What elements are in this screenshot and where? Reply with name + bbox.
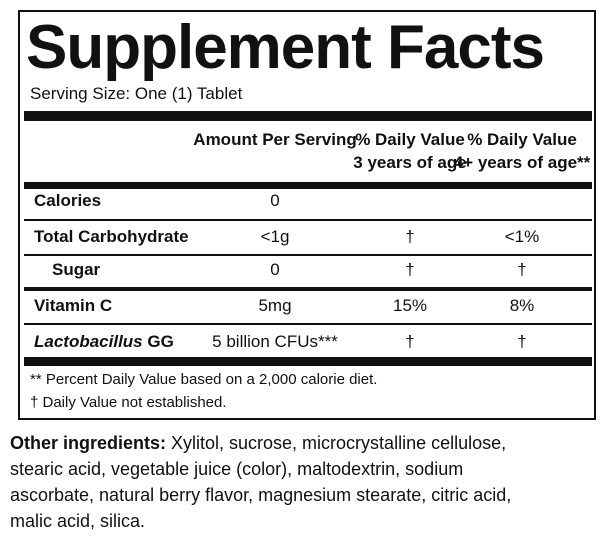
- serving-size: Serving Size: One (1) Tablet: [30, 84, 243, 103]
- row-name-text: Total Carbohydrate: [34, 227, 189, 246]
- ingredients-label: Other ingredients:: [10, 433, 167, 453]
- row-name-italic: Lactobacillus: [34, 332, 143, 351]
- row-value: 0: [270, 191, 280, 210]
- row-name: Sugar: [52, 260, 100, 280]
- row-name: Total Carbohydrate: [34, 227, 189, 247]
- column-header: % Daily Value: [467, 130, 577, 149]
- rule: [24, 323, 592, 325]
- ingredients-text: stearic acid, vegetable juice (color), m…: [10, 459, 464, 479]
- ingredients-text: ascorbate, natural berry flavor, magnesi…: [10, 485, 512, 505]
- row-name-text: GG: [147, 332, 174, 351]
- row-value: †: [405, 260, 415, 279]
- row-name-text: Calories: [34, 191, 102, 210]
- facts-box: [18, 10, 596, 420]
- rule: [24, 287, 592, 291]
- row-name: Lactobacillus GG: [34, 332, 174, 352]
- row-name: Calories: [34, 191, 101, 211]
- column-header: 4+ years of age**: [453, 153, 591, 172]
- column-header: Amount Per Serving: [193, 130, 357, 149]
- ingredients-line: ascorbate, natural berry flavor, magnesi…: [10, 485, 511, 506]
- row-name-text: Vitamin C: [34, 296, 113, 315]
- row-value: †: [517, 332, 527, 351]
- row-value: 15%: [392, 296, 428, 315]
- row-value: 5mg: [258, 296, 292, 315]
- row-value: †: [517, 260, 527, 279]
- ingredients-line: stearic acid, vegetable juice (color), m…: [10, 459, 463, 480]
- rule: [24, 111, 592, 121]
- row-value: 5 billion CFUs***: [212, 332, 338, 351]
- ingredients-line: Other ingredients: Xylitol, sucrose, mic…: [10, 433, 506, 454]
- row-value: 8%: [509, 296, 535, 315]
- column-header: 3 years of age: [353, 153, 467, 172]
- row-name: Vitamin C: [34, 296, 112, 316]
- footnote: † Daily Value not established.: [30, 394, 227, 411]
- row-value: †: [405, 332, 415, 351]
- row-value: †: [405, 227, 415, 246]
- ingredients-text: malic acid, silica.: [10, 511, 146, 531]
- footnote: ** Percent Daily Value based on a 2,000 …: [30, 371, 378, 388]
- row-name-text: Sugar: [52, 260, 101, 279]
- title: Supplement Facts: [26, 13, 545, 82]
- row-value: <1%: [504, 227, 540, 246]
- row-value: 0: [270, 260, 280, 279]
- rule: [24, 254, 592, 256]
- row-value: <1g: [260, 227, 290, 246]
- column-header: % Daily Value: [355, 130, 465, 149]
- rule: [24, 182, 592, 189]
- ingredients-line: malic acid, silica.: [10, 511, 145, 532]
- ingredients-text: Xylitol, sucrose, microcrystalline cellu…: [166, 433, 507, 453]
- rule: [24, 219, 592, 221]
- rule: [24, 357, 592, 366]
